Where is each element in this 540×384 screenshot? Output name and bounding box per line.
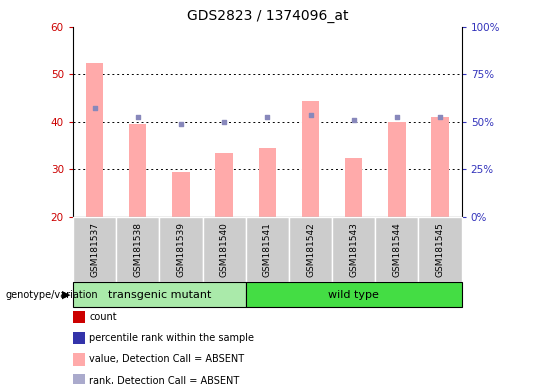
Text: wild type: wild type [328, 290, 379, 300]
Text: GSM181543: GSM181543 [349, 222, 358, 277]
Bar [431, 117, 449, 217]
Point [349, 116, 358, 122]
Point [133, 114, 142, 120]
Text: GSM181537: GSM181537 [90, 222, 99, 277]
Point [436, 114, 444, 120]
Bar [388, 122, 406, 217]
Text: percentile rank within the sample: percentile rank within the sample [89, 333, 254, 343]
Text: GSM181542: GSM181542 [306, 222, 315, 277]
Bar [129, 124, 146, 217]
Bar [345, 157, 362, 217]
Point [177, 121, 185, 127]
Bar [116, 217, 159, 282]
Text: transgenic mutant: transgenic mutant [107, 290, 211, 300]
Bar [172, 172, 190, 217]
Text: rank, Detection Call = ABSENT: rank, Detection Call = ABSENT [89, 376, 239, 384]
Point [220, 119, 228, 125]
Bar [246, 217, 289, 282]
Title: GDS2823 / 1374096_at: GDS2823 / 1374096_at [186, 9, 348, 23]
Text: value, Detection Call = ABSENT: value, Detection Call = ABSENT [89, 354, 244, 364]
Bar [215, 153, 233, 217]
Text: GSM181538: GSM181538 [133, 222, 142, 277]
Text: ▶: ▶ [62, 290, 71, 300]
Point [263, 114, 272, 120]
Text: GSM181539: GSM181539 [177, 222, 185, 277]
Bar [302, 101, 319, 217]
Text: GSM181540: GSM181540 [220, 222, 228, 277]
Text: count: count [89, 312, 117, 322]
Bar [202, 217, 246, 282]
Bar [289, 217, 332, 282]
Bar [418, 217, 462, 282]
Bar [375, 217, 418, 282]
Text: GSM181541: GSM181541 [263, 222, 272, 277]
Bar [73, 282, 246, 307]
Text: genotype/variation: genotype/variation [5, 290, 98, 300]
Point [90, 104, 99, 111]
Point [306, 112, 315, 118]
Bar [246, 282, 462, 307]
Bar [332, 217, 375, 282]
Text: GSM181544: GSM181544 [393, 222, 401, 277]
Point [393, 114, 401, 120]
Bar [73, 217, 116, 282]
Bar [159, 217, 202, 282]
Bar [259, 148, 276, 217]
Text: GSM181545: GSM181545 [436, 222, 444, 277]
Bar [86, 63, 103, 217]
